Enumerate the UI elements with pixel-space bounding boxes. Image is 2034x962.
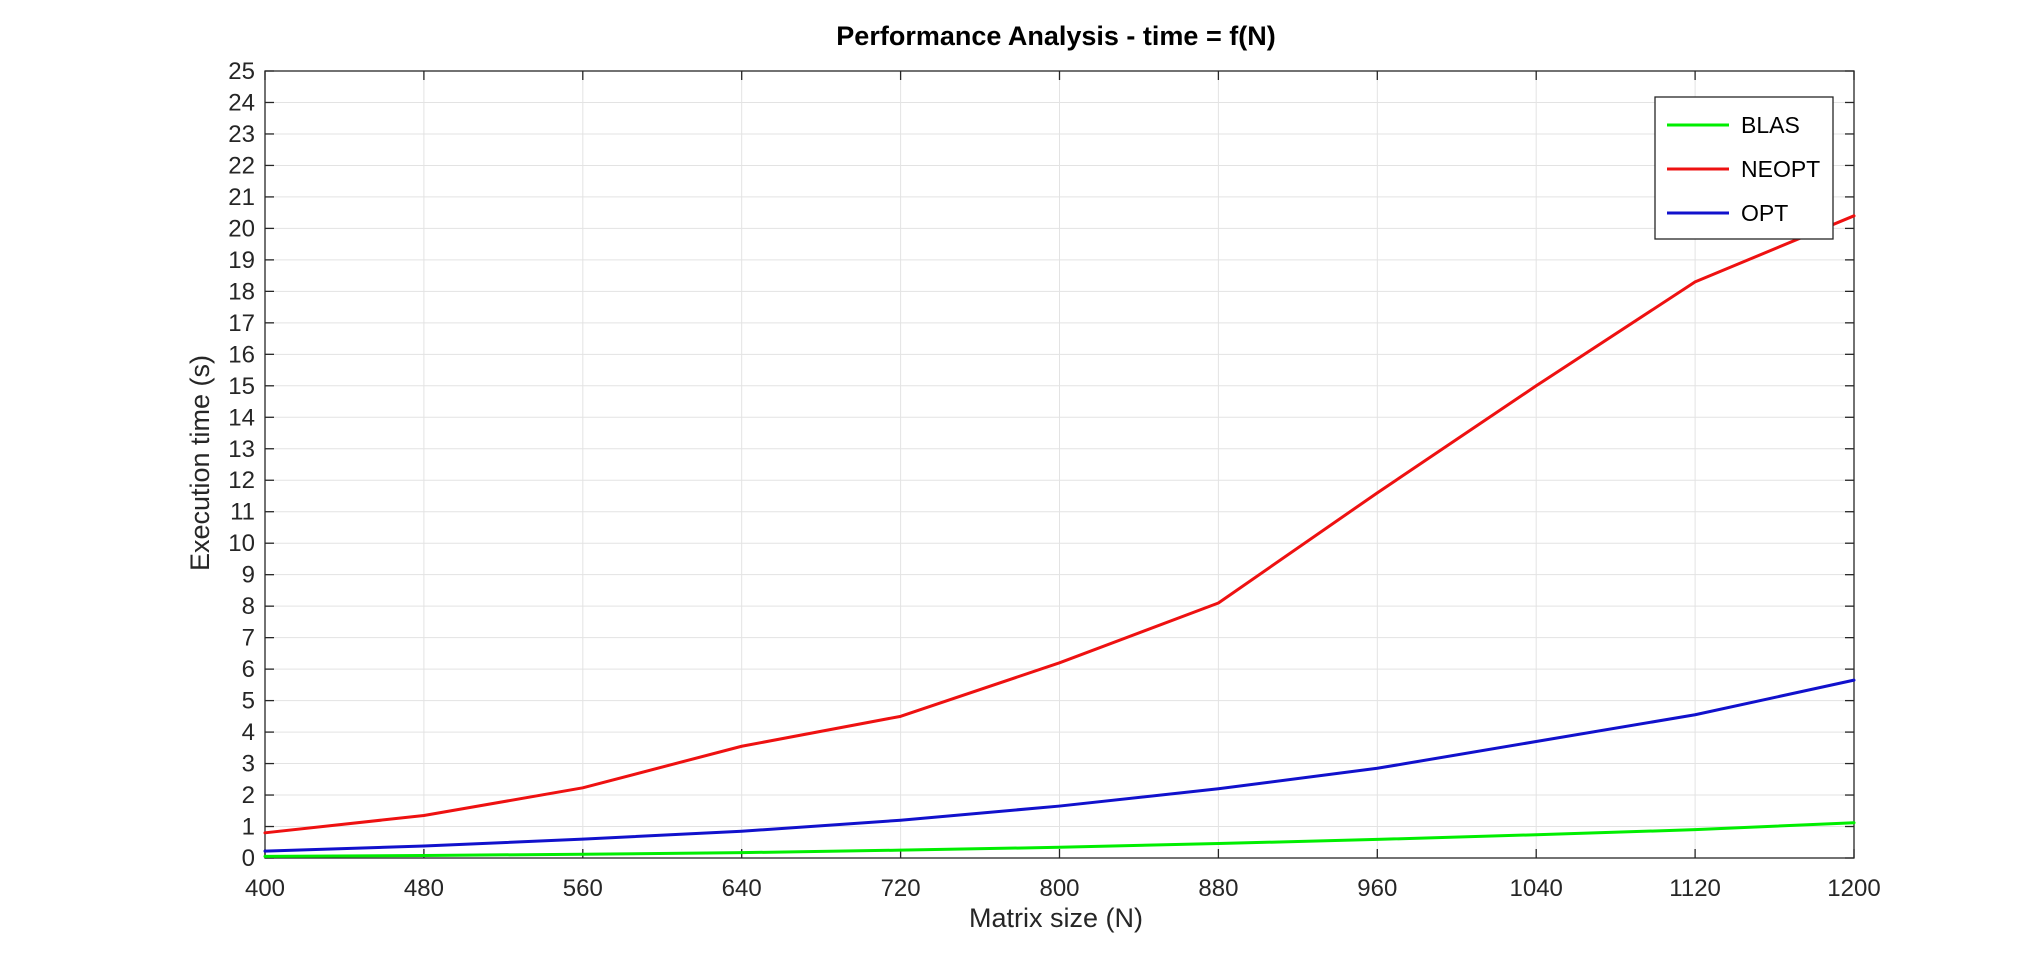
- data-point: [1058, 846, 1061, 849]
- legend-item-blas: BLAS: [1667, 112, 1800, 138]
- y-tick-label: 5: [242, 688, 255, 715]
- y-tick-label: 23: [228, 121, 255, 148]
- series-opt: [263, 678, 1856, 853]
- data-point: [899, 848, 902, 852]
- legend-item-neopt: NEOPT: [1667, 156, 1820, 182]
- data-point: [263, 831, 267, 835]
- x-tick-label: 800: [1039, 875, 1079, 902]
- data-point: [740, 851, 743, 854]
- data-point: [1217, 842, 1220, 845]
- y-tick-label: 17: [228, 310, 255, 337]
- chart-title: Performance Analysis - time = f(N): [836, 21, 1275, 51]
- data-point: [1535, 740, 1538, 743]
- y-tick-label: 11: [230, 499, 255, 526]
- series-lines: [263, 214, 1856, 858]
- data-point: [1693, 280, 1697, 284]
- data-point: [1852, 214, 1856, 218]
- data-point: [1693, 713, 1697, 716]
- y-tick-label: 8: [242, 593, 255, 620]
- y-tick-label: 12: [228, 467, 255, 494]
- x-axis-label: Matrix size (N): [969, 903, 1143, 933]
- data-point: [899, 715, 902, 718]
- y-tick-label: 1: [242, 814, 255, 841]
- legend-label: BLAS: [1741, 112, 1800, 138]
- legend-label: NEOPT: [1741, 156, 1820, 182]
- y-tick-label: 13: [228, 436, 255, 463]
- y-tick-label: 16: [228, 341, 255, 368]
- x-tick-label: 880: [1198, 875, 1238, 902]
- data-point: [1376, 491, 1379, 495]
- data-point: [740, 745, 743, 748]
- y-tick-label: 22: [228, 152, 255, 179]
- data-point: [422, 844, 426, 848]
- series-blas: [263, 821, 1856, 858]
- x-tick-label: 720: [881, 875, 921, 902]
- y-tick-label: 18: [228, 278, 255, 305]
- data-point: [422, 814, 426, 817]
- y-tick-label: 24: [228, 89, 255, 116]
- data-point: [263, 855, 267, 858]
- x-tick-labels: 400 480 560 640 720 800 880 960 1040 1120 1200: [245, 875, 1881, 902]
- y-tick-label: 3: [242, 751, 255, 778]
- data-point: [899, 819, 902, 822]
- data-point: [581, 853, 584, 856]
- y-tick-label: 0: [242, 845, 255, 872]
- data-point: [1217, 787, 1220, 790]
- legend: BLAS NEOPT OPT: [1654, 96, 1834, 240]
- grid: [264, 70, 1855, 859]
- data-point: [1535, 833, 1538, 836]
- y-tick-label: 6: [242, 656, 255, 683]
- x-tick-label: 640: [722, 875, 762, 902]
- y-axis-label: Execution time (s): [185, 355, 215, 571]
- y-tick-label: 14: [228, 404, 255, 431]
- data-point: [1852, 678, 1856, 682]
- data-point: [1376, 838, 1379, 841]
- legend-label: OPT: [1741, 200, 1788, 226]
- y-tick-label: 21: [228, 184, 255, 211]
- data-point: [1217, 601, 1220, 605]
- y-tick-label: 15: [228, 373, 255, 400]
- data-point: [740, 830, 743, 833]
- x-tick-label: 560: [563, 875, 603, 902]
- y-tick-label: 2: [242, 782, 255, 809]
- x-tick-label: 1040: [1510, 875, 1563, 902]
- data-point: [1852, 821, 1856, 824]
- x-tick-label: 1200: [1827, 875, 1880, 902]
- data-point: [1693, 828, 1697, 831]
- legend-item-opt: OPT: [1667, 200, 1788, 226]
- y-tick-labels: 0123456789101112131415161718192021222324…: [228, 58, 255, 872]
- data-point: [1058, 804, 1061, 808]
- series-neopt: [263, 214, 1856, 835]
- data-point: [1376, 767, 1379, 770]
- x-tick-label: 400: [245, 875, 285, 902]
- x-tick-label: 1120: [1669, 875, 1721, 902]
- data-point: [581, 837, 584, 841]
- y-tick-label: 20: [228, 215, 255, 242]
- x-tick-label: 960: [1357, 875, 1397, 902]
- data-point: [422, 854, 426, 857]
- y-tick-label: 7: [242, 625, 255, 652]
- data-point: [1535, 384, 1538, 387]
- y-tick-label: 10: [228, 530, 255, 557]
- data-point: [1058, 661, 1061, 665]
- data-point: [581, 786, 584, 789]
- y-tick-label: 25: [228, 58, 255, 85]
- y-tick-label: 9: [242, 562, 255, 589]
- data-point: [263, 849, 267, 853]
- y-tick-label: 19: [228, 247, 255, 274]
- x-tick-label: 480: [404, 875, 444, 902]
- y-tick-label: 4: [242, 719, 255, 746]
